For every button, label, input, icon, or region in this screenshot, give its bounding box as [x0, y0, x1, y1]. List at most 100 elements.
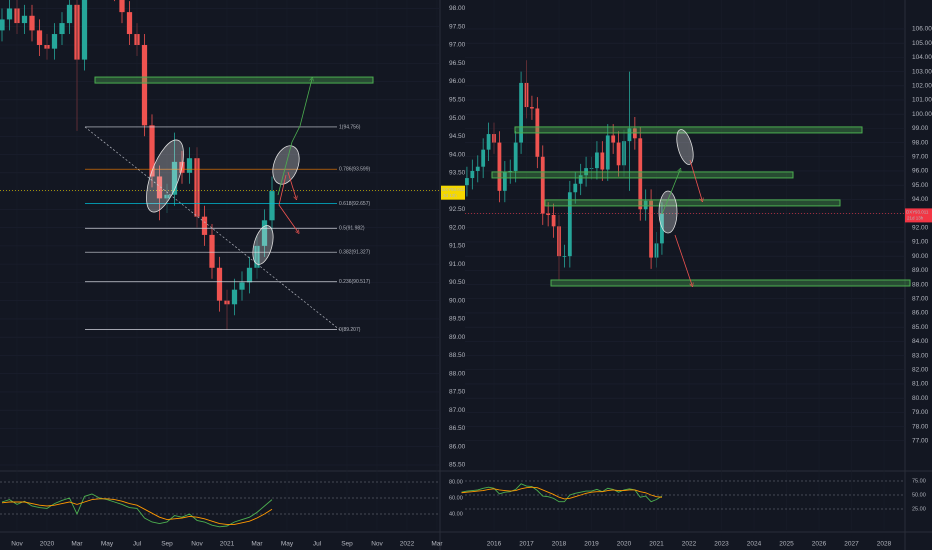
x-tick-label: Jul: [133, 541, 142, 548]
x-tick-label: Mar: [71, 541, 83, 548]
candle-body: [551, 214, 556, 227]
fib-label: 0(89.207): [339, 327, 361, 333]
x-tick-label: Jul: [313, 541, 322, 548]
candle-body: [81, 0, 88, 60]
y-tick-label: 106.00: [912, 26, 932, 33]
candle-body: [201, 216, 208, 235]
candle-body: [611, 135, 616, 143]
last-price-tag: [905, 208, 932, 223]
y-tick-label: 87.50: [449, 389, 466, 396]
y-tick-label: 96.00: [912, 168, 929, 175]
candle-body: [573, 183, 578, 193]
candle-body: [513, 142, 518, 171]
x-tick-label: 2022: [400, 541, 415, 548]
y-tick-label: 96.50: [449, 60, 466, 67]
candle-body: [21, 15, 28, 24]
last-price-value: 93.011: [451, 187, 465, 192]
support-zone: [544, 199, 841, 207]
candle-body: [627, 128, 632, 142]
x-tick-label: Nov: [11, 541, 23, 548]
y-tick-label: 90.00: [912, 253, 929, 260]
x-tick-label: Sep: [341, 541, 353, 548]
x-tick-label: 2028: [877, 541, 892, 548]
y-tick-label: 93.50: [449, 170, 466, 177]
y-tick-label: 90.50: [449, 279, 466, 286]
y-tick-label: 97.00: [912, 153, 929, 160]
x-tick-label: 2016: [487, 541, 502, 548]
y-tick-label: 92.00: [449, 224, 466, 231]
fib-label: 0.382(91.327): [339, 250, 370, 256]
y-tick-label: 99.00: [912, 125, 929, 132]
down-arrow: [287, 171, 296, 198]
up-arrow: [277, 79, 312, 196]
candle-body: [209, 234, 215, 268]
candle-body: [269, 191, 275, 221]
y-tick-label: 84.00: [912, 338, 929, 345]
last-price-symbol: DXY: [906, 210, 915, 215]
highlight-ellipse: [146, 139, 184, 213]
x-tick-label: 2021: [220, 541, 235, 548]
y-tick-label: 95.00: [449, 115, 466, 122]
candle-body: [595, 152, 599, 169]
y-tick-label: 95.00: [912, 182, 929, 189]
candle-body: [66, 4, 73, 24]
y-tick-label: 103.00: [912, 68, 932, 75]
x-tick-label: Mar: [251, 541, 263, 548]
candle-body: [141, 44, 148, 126]
x-tick-label: 2026: [812, 541, 827, 548]
y-tick-label: 78.00: [912, 423, 929, 430]
candle-body: [502, 172, 507, 191]
x-tick-label: Sep: [161, 541, 173, 548]
fib-label: 1(94.756): [339, 124, 361, 130]
y-tick-label: 96.00: [449, 78, 466, 85]
x-tick-label: Nov: [191, 541, 203, 548]
highlight-ellipse: [676, 129, 694, 165]
annotations: [84, 79, 702, 331]
countdown: 3d 13h: [443, 193, 457, 198]
y-tick-label: 91.00: [449, 261, 466, 268]
candle-body: [186, 158, 193, 173]
last-price-symbol: DXY: [442, 187, 451, 192]
x-tick-label: Mar: [431, 541, 443, 548]
y-tick-label: 80.00: [912, 395, 929, 402]
y-tick-label: 79.00: [912, 409, 929, 416]
candle-body: [239, 282, 245, 290]
candle-body: [149, 125, 155, 177]
indicator-tick-label: 60.00: [449, 495, 463, 501]
x-tick-label: 2023: [714, 541, 729, 548]
candle-body: [51, 34, 58, 49]
candle-body: [486, 134, 491, 150]
indicator-tick-label: 80.00: [449, 479, 463, 485]
x-tick-label: 2019: [584, 541, 599, 548]
y-tick-label: 100.00: [912, 111, 932, 118]
support-zone: [550, 279, 911, 287]
down-arrow: [689, 159, 702, 200]
y-tick-label: 82.00: [912, 366, 929, 373]
candle-body: [578, 175, 583, 184]
y-tick-label: 94.50: [449, 133, 466, 140]
x-tick-label: 2025: [779, 541, 794, 548]
y-tick-label: 89.00: [912, 267, 929, 274]
candle-body: [546, 213, 551, 215]
support-zone: [94, 76, 374, 84]
y-tick-label: 97.50: [449, 23, 466, 30]
y-tick-label: 102.00: [912, 82, 932, 89]
y-tick-label: 92.00: [912, 224, 929, 231]
indicator-line: [1, 498, 273, 525]
y-tick-label: 101.00: [912, 97, 932, 104]
y-tick-label: 86.00: [449, 443, 466, 450]
indicator-line: [1, 493, 273, 528]
y-tick-label: 81.00: [912, 381, 929, 388]
y-tick-label: 91.00: [912, 239, 929, 246]
y-tick-label: 86.50: [449, 425, 466, 432]
candle-body: [261, 220, 268, 246]
down-arrow: [674, 234, 692, 285]
x-tick-label: 2017: [519, 541, 534, 548]
y-tick-label: 104.00: [912, 54, 932, 61]
countdown: 21d 13h: [907, 216, 924, 221]
indicator-tick-label: 75.00: [912, 478, 926, 484]
fib-label: 0.786(93.599): [339, 167, 370, 173]
candle-body: [643, 200, 648, 210]
